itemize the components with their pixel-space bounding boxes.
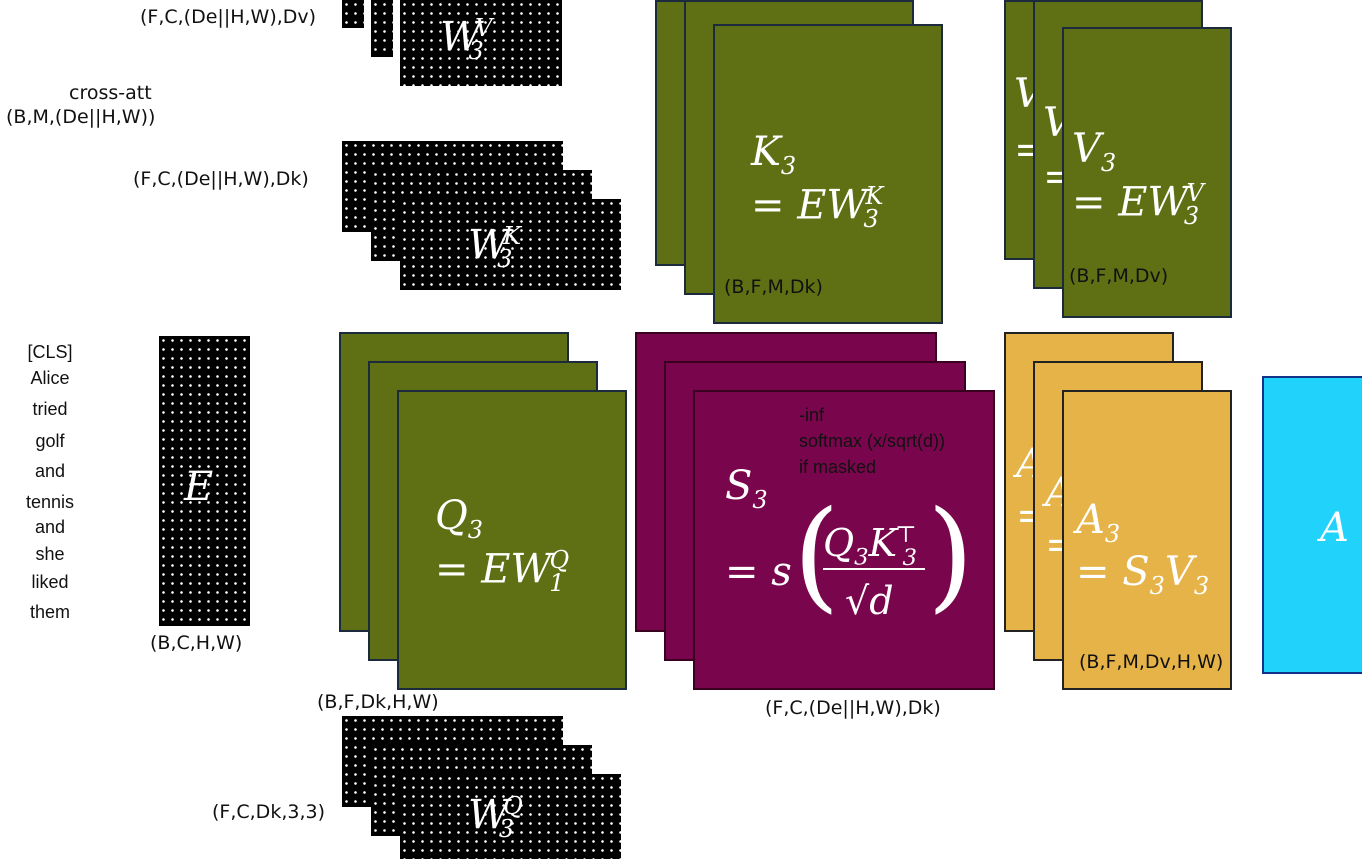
token: and xyxy=(34,461,66,481)
wk-weight-front xyxy=(400,199,621,290)
wv-shape-label: (F,C,(De||H,W),Dv) xyxy=(140,6,317,28)
a-plate-front: A3 = S3V3 xyxy=(1062,390,1232,690)
token-cls: [CLS] xyxy=(27,342,73,362)
q-equation-lhs: Q3 xyxy=(435,493,484,544)
v-plate-front: V3 = EWV3 xyxy=(1062,27,1232,318)
softmax-note: -inf softmax (x/sqrt(d)) if masked xyxy=(799,405,946,477)
a-equation-rhs: = S3V3 xyxy=(1076,549,1210,600)
cross-att-shape-label: (B,M,(De||H,W)) xyxy=(6,106,156,128)
cross-att-title: cross-att xyxy=(69,82,152,104)
s-paren-right: ) xyxy=(927,486,974,625)
s-denominator: √d xyxy=(845,579,894,623)
wq-shape-label: (F,C,Dk,3,3) xyxy=(212,801,325,823)
s-numerator: Q3K⊤3 xyxy=(823,521,918,571)
k-shape-label: (B,F,M,Dk) xyxy=(724,276,823,298)
s-fraction-bar xyxy=(823,568,925,570)
token: tennis xyxy=(25,492,75,512)
s-equation-rhs: = s xyxy=(725,549,792,595)
q-shape-label: (B,F,Dk,H,W) xyxy=(317,691,439,713)
s-shape-label: (F,C,(De||H,W),Dk) xyxy=(765,697,941,719)
q-plate-front: Q3 = EWQ1 xyxy=(397,390,627,690)
wq-symbol: WQ3 xyxy=(468,792,523,844)
e-embedding xyxy=(159,336,250,626)
wv-weight-mid xyxy=(371,0,393,57)
v-equation-lhs: V3 xyxy=(1072,126,1117,177)
a-equation-lhs: A3 xyxy=(1076,497,1121,548)
e-shape-label: (B,C,H,W) xyxy=(150,632,243,654)
token: tried xyxy=(32,399,68,419)
a-shape-label: (B,F,M,Dv,H,W) xyxy=(1079,651,1224,673)
wk-shape-label: (F,C,(De||H,W),Dk) xyxy=(133,168,309,190)
e-symbol: E xyxy=(184,464,214,510)
wv-symbol: WV3 xyxy=(440,14,493,66)
s-paren-left: ( xyxy=(793,486,840,625)
token: them xyxy=(29,602,71,622)
token: Alice xyxy=(30,368,70,388)
v-equation-rhs: = EWV3 xyxy=(1072,179,1204,231)
wv-weight-front xyxy=(400,0,562,86)
final-a-plate: A xyxy=(1262,376,1362,674)
k-equation-rhs: = EWK3 xyxy=(751,182,884,234)
token: liked xyxy=(31,572,69,592)
q-equation-rhs: = EWQ1 xyxy=(435,546,570,598)
v-shape-label: (B,F,M,Dv) xyxy=(1069,265,1169,287)
wv-weight-back xyxy=(342,0,364,28)
final-a-symbol: A xyxy=(1320,505,1349,551)
s-equation-lhs: S3 xyxy=(725,463,768,514)
k-equation-lhs: K3 xyxy=(751,129,797,180)
token: and xyxy=(34,517,66,537)
k-plate-front: K3 = EWK3 xyxy=(713,24,943,324)
wq-weight-front xyxy=(400,774,621,859)
s-plate-front: -inf softmax (x/sqrt(d)) if masked S3 = … xyxy=(693,390,995,690)
token: she xyxy=(35,544,65,564)
wk-symbol: WK3 xyxy=(468,222,522,274)
token: golf xyxy=(35,431,65,451)
